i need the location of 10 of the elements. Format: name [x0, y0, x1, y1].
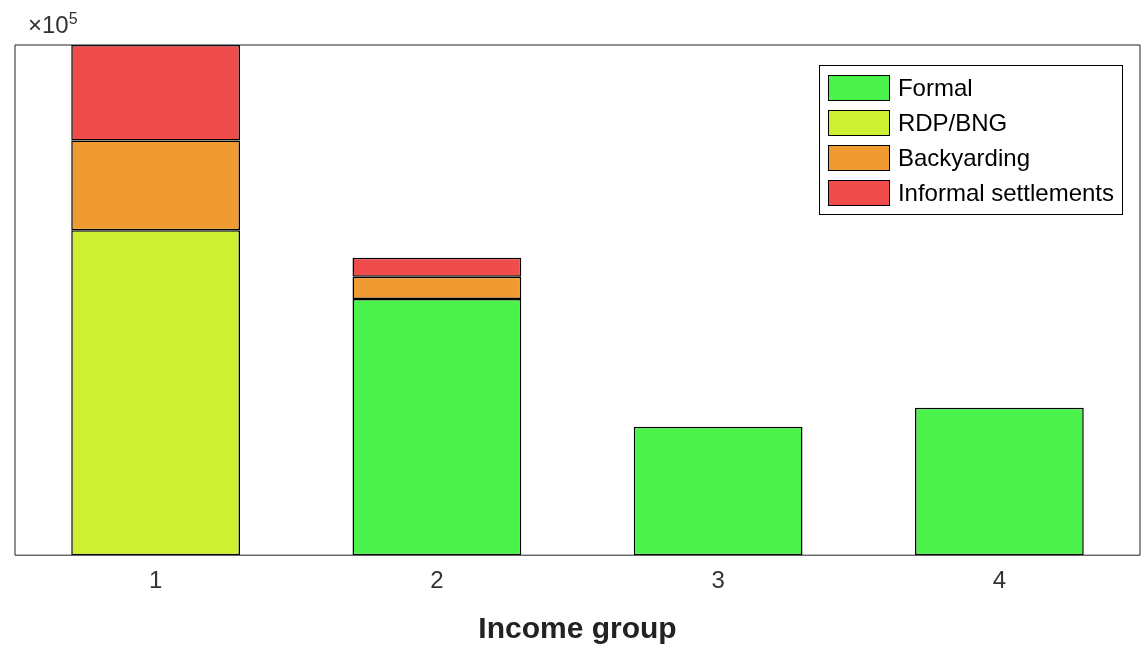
- x-tick-label: 1: [148, 566, 163, 594]
- legend-label: Informal settlements: [897, 178, 1114, 207]
- x-axis-title: Income group: [478, 611, 677, 645]
- x-tick-label: 2: [430, 566, 444, 594]
- legend-label: Formal: [897, 73, 973, 102]
- legend-label: RDP/BNG: [897, 108, 1008, 137]
- x-tick-label: 3: [711, 566, 725, 594]
- text: ×10$^{5}$: [28, 10, 78, 39]
- x-tick-label: 4: [992, 566, 1007, 594]
- legend-label: Backyarding: [897, 143, 1030, 172]
